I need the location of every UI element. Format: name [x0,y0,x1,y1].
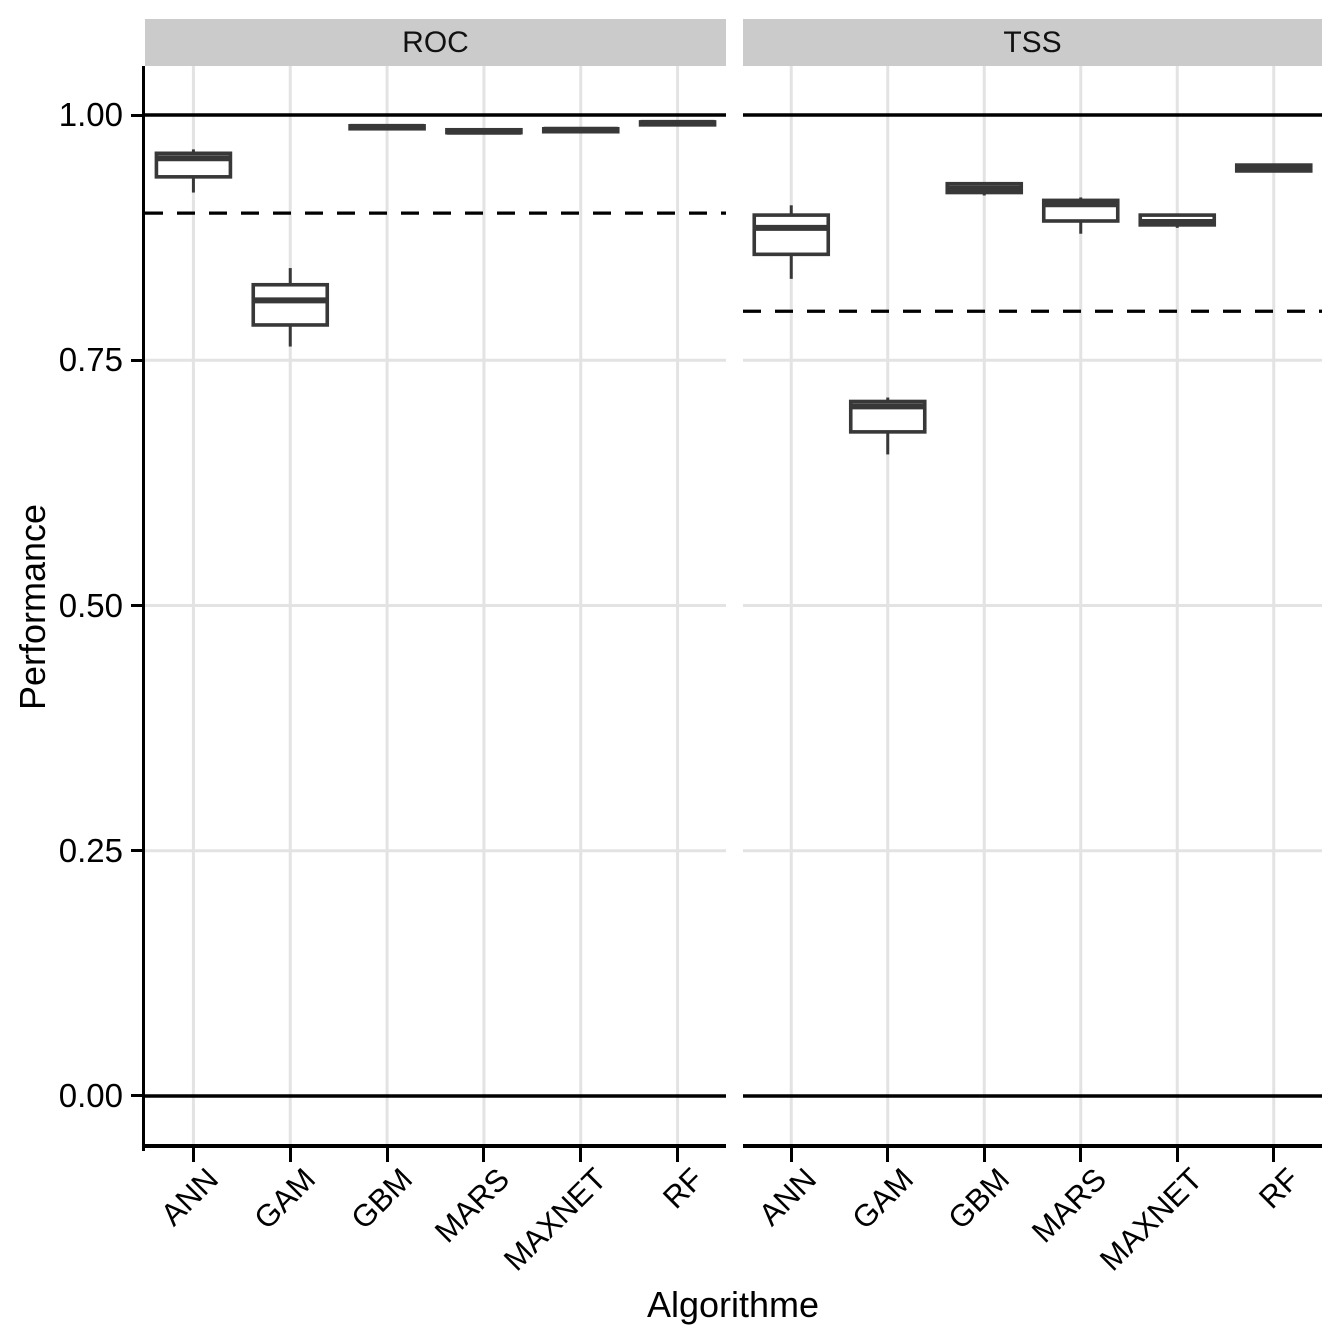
y-axis-line [142,66,145,1151]
boxplot-roc-rf [638,119,717,127]
x-tick [886,1148,890,1162]
box [752,213,831,257]
boxplot-tss-rf [1234,163,1313,173]
boxplot-tss-gbm [945,181,1024,196]
y-tick [131,849,145,853]
boxplot-roc-gam [251,268,330,347]
y-tick-label: 0.25 [58,831,123,869]
x-tick [191,1148,195,1162]
x-axis-line-roc [142,1144,726,1148]
x-tick [1175,1148,1179,1162]
y-tick [131,358,145,362]
x-tick [579,1148,583,1162]
x-tick [1272,1148,1276,1162]
panel-tss [743,66,1322,1145]
x-tick [789,1148,793,1162]
y-tick-label: 0.00 [58,1076,123,1114]
x-axis-title: Algorithme [646,1284,820,1325]
boxplot-roc-ann [154,149,233,193]
facet-strip-tss: TSS [743,19,1322,66]
y-tick [131,1094,145,1098]
x-tick [1079,1148,1083,1162]
boxplot-roc-gbm [348,123,426,131]
facet-strip-label: ROC [402,25,469,59]
y-tick-label: 0.50 [58,586,123,624]
x-tick [676,1148,680,1162]
facet-strip-label: TSS [1003,25,1062,59]
y-tick-label: 1.00 [58,96,123,134]
boxplot-roc-maxnet [541,126,620,134]
x-axis-line-tss [743,1144,1322,1148]
boxplot-roc-mars [445,127,523,135]
x-tick [982,1148,986,1162]
boxplot-tss-maxnet [1138,213,1217,228]
boxplot-tss-ann [752,205,831,279]
x-tick [482,1148,486,1162]
panel-roc [145,66,726,1145]
x-tick [288,1148,292,1162]
boxplot-tss-mars [1041,197,1120,234]
y-tick [131,113,145,117]
x-tick [385,1148,389,1162]
y-tick [131,604,145,607]
y-tick-label: 0.75 [58,341,123,379]
boxplot-tss-gam [848,397,927,455]
facet-strip-roc: ROC [145,19,726,66]
box [251,282,330,327]
